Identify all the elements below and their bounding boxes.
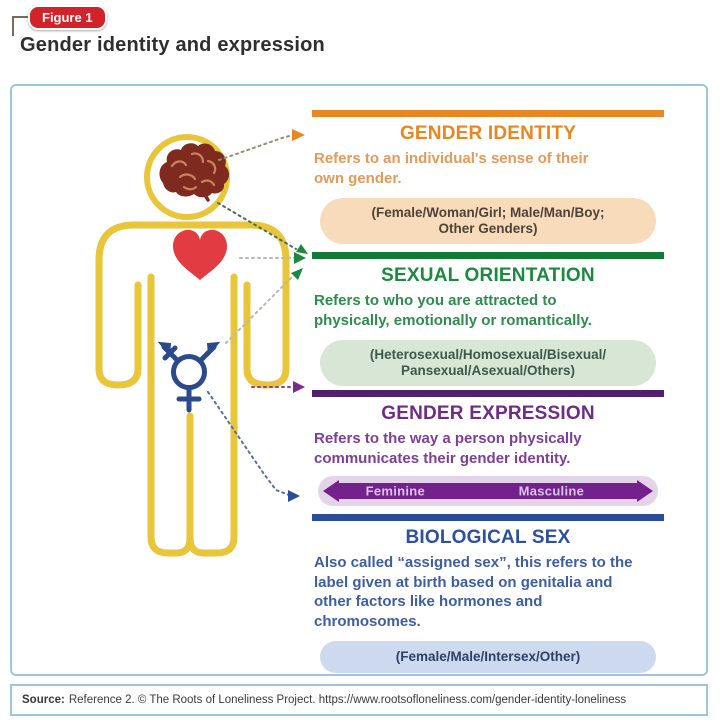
section-heading: GENDER EXPRESSION (381, 403, 595, 424)
section-heading: BIOLOGICAL SEX (405, 527, 571, 548)
left-hand (95, 281, 142, 389)
section-examples-pill: (Heterosexual/Homosexual/Bisexual/ Panse… (320, 340, 656, 386)
connector-body-orientation (225, 275, 294, 344)
person-outline (95, 134, 290, 557)
section-gender-expression: GENDER EXPRESSION Refers to the way a pe… (312, 390, 664, 506)
section-heading: GENDER IDENTITY (399, 123, 577, 144)
section-bar-green (312, 252, 664, 259)
source-label: Source: (22, 694, 65, 706)
right-hand (243, 281, 290, 389)
source-text: Reference 2. © The Roots of Loneliness P… (68, 694, 627, 706)
source-strip: Source: Reference 2. © The Roots of Lone… (10, 684, 708, 716)
section-bar-purple (312, 390, 664, 397)
arrowhead-orientation-1 (296, 244, 308, 254)
person-illustration (95, 129, 308, 557)
section-biological-sex: BIOLOGICAL SEX Also called “assigned sex… (312, 514, 664, 673)
section-sexual-orientation: SEXUAL ORIENTATION Refers to who you are… (312, 252, 664, 386)
figure-badge: Figure 1 (28, 5, 107, 30)
scale-label-feminine: Feminine (365, 483, 426, 499)
sections-column: GENDER IDENTITY Refers to an individual'… (312, 86, 664, 673)
section-description: Refers to an individual's sense of their… (314, 150, 589, 187)
figure-panel: GENDER IDENTITY Refers to an individual'… (10, 84, 708, 676)
scale-arrow-right-icon (637, 480, 653, 502)
arrowhead-sex (288, 490, 300, 502)
page-title: Gender identity and expression (20, 34, 325, 56)
section-description: Refers to the way a person physically co… (314, 430, 582, 467)
scale-label-masculine: Masculine (518, 483, 585, 499)
transgender-icon (157, 341, 221, 413)
shoulders-arms (95, 221, 290, 373)
arrowhead-orientation-2 (294, 252, 306, 264)
section-description: Refers to who you are attracted to physi… (314, 292, 592, 329)
section-description: Also called “assigned sex”, this refers … (314, 554, 633, 630)
brain-icon (159, 143, 230, 202)
section-gender-identity: GENDER IDENTITY Refers to an individual'… (312, 110, 664, 244)
right-leg (186, 273, 238, 557)
feminine-masculine-scale: Feminine Masculine (318, 476, 658, 506)
arrowhead-orientation-3 (291, 268, 303, 280)
section-bar-orange (312, 110, 664, 117)
scale-arrow-left-icon (323, 480, 339, 502)
scale-arrow-body (337, 483, 639, 499)
arrowhead-expression (293, 381, 305, 393)
section-bar-blue (312, 514, 664, 521)
heart-icon (173, 229, 227, 280)
arrowhead-identity (292, 129, 305, 141)
connector-symbol-sex (207, 391, 290, 496)
section-heading: SEXUAL ORIENTATION (381, 265, 595, 286)
section-examples-pill: (Female/Woman/Girl; Male/Man/Boy; Other … (320, 198, 656, 244)
connector-brain-identity (218, 134, 294, 161)
section-examples-pill: (Female/Male/Intersex/Other) (320, 641, 656, 673)
left-leg (147, 273, 194, 557)
corner-bracket (12, 16, 32, 36)
